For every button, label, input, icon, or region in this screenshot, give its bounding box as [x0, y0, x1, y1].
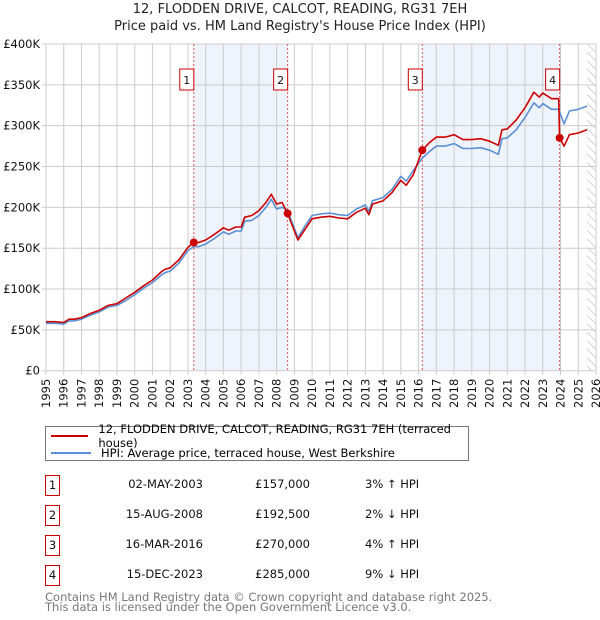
x-tick-label: 2011	[323, 379, 337, 408]
sale-label-box: 3	[407, 68, 423, 91]
price-chart: 1995 1996 1997 1998 1999 2000 2001 2002 2003 2004…	[3, 37, 600, 408]
y-tick-label: £50K	[11, 323, 41, 337]
sale-price: £192,500	[255, 507, 310, 521]
x-tick-label: 2021	[500, 379, 514, 408]
x-tick-label: 2013	[358, 379, 372, 408]
x-tick-label: 2014	[376, 379, 390, 408]
sale-hpi-diff: 4% ↑ HPI	[365, 537, 420, 551]
sale-label-border	[273, 68, 289, 91]
x-tick-label: 2023	[536, 379, 550, 408]
sale-label-number: 3	[412, 74, 419, 87]
x-tick-label: 2018	[447, 379, 461, 408]
x-tick-label: 2009	[287, 379, 301, 408]
x-tick-label: 1998	[92, 379, 106, 408]
x-tick-label: 2006	[234, 379, 248, 408]
x-tick-label: 2004	[199, 379, 213, 408]
sale-hpi-diff: 2% ↓ HPI	[365, 507, 420, 521]
sale-number-badge: 4	[45, 565, 60, 586]
sale-date: 15-DEC-2023	[126, 567, 203, 581]
price-paid-series-line	[46, 91, 588, 324]
sale-label-border	[545, 68, 561, 91]
legend-item-hpi: HPI: Average price, terraced house, West…	[51, 445, 395, 461]
x-tick-label: 2005	[216, 379, 230, 408]
sale-label-box: 2	[273, 68, 289, 91]
sale-number-badge: 3	[45, 535, 60, 556]
y-tick-label: £0	[25, 364, 40, 378]
sale-label-number: 1	[183, 74, 190, 87]
sale-label-number: 2	[277, 74, 284, 87]
x-tick-label: 2012	[341, 379, 355, 408]
sale-price: £285,000	[255, 567, 310, 581]
sale-hpi-diff: 3% ↑ HPI	[365, 477, 420, 491]
y-tick-label: £200K	[3, 200, 40, 214]
x-tick-label: 2008	[270, 379, 284, 408]
x-tick-label: 2016	[412, 379, 426, 408]
sale-label-number: 4	[549, 74, 556, 87]
x-tick-label: 2022	[518, 379, 532, 408]
sale-hpi-diff: 9% ↓ HPI	[365, 567, 420, 581]
y-tick-label: £350K	[3, 78, 40, 92]
y-tick-label: £400K	[3, 37, 40, 51]
x-tick-label: 1995	[39, 379, 53, 408]
sale-number-badge: 1	[45, 475, 60, 496]
sale-point	[189, 238, 198, 247]
y-tick-label: £250K	[3, 160, 40, 174]
legend-item-property: 12, FLODDEN DRIVE, CALCOT, READING, RG31…	[51, 422, 468, 450]
x-tick-label: 2000	[128, 379, 142, 408]
sale-label-box: 1	[179, 68, 195, 91]
sale-label-border	[179, 68, 195, 91]
chart-title: 12, FLODDEN DRIVE, CALCOT, READING, RG31…	[132, 2, 468, 17]
sale-point	[418, 146, 427, 155]
x-tick-label: 2007	[252, 379, 266, 408]
x-tick-label: 2003	[181, 379, 195, 408]
x-tick-label: 1996	[57, 379, 71, 408]
sale-point	[555, 133, 564, 142]
sale-label-box: 4	[545, 68, 561, 91]
x-tick-label: 1999	[110, 379, 124, 408]
x-tick-label: 2024	[554, 379, 568, 408]
sale-date: 16-MAR-2016	[125, 537, 203, 551]
y-tick-label: £300K	[3, 119, 40, 133]
footer-licence: This data is licensed under the Open Gov…	[45, 600, 412, 614]
legend-swatch-blue	[51, 452, 91, 454]
x-tick-label: 2019	[465, 379, 479, 408]
footer-copyright: Contains HM Land Registry data © Crown c…	[45, 590, 493, 604]
sale-price: £157,000	[255, 477, 310, 491]
sale-date: 02-MAY-2003	[128, 477, 203, 491]
x-tick-label: 2002	[163, 379, 177, 408]
x-tick-label: 2001	[145, 379, 159, 408]
x-tick-label: 1997	[74, 379, 88, 408]
sale-price: £270,000	[255, 537, 310, 551]
legend: 12, FLODDEN DRIVE, CALCOT, READING, RG31…	[45, 422, 469, 461]
legend-label: 12, FLODDEN DRIVE, CALCOT, READING, RG31…	[98, 422, 451, 450]
chart-subtitle: Price paid vs. HM Land Registry's House …	[114, 19, 486, 34]
x-tick-label: 2025	[571, 379, 585, 408]
hpi-series-line	[46, 102, 588, 325]
x-tick-label: 2026	[589, 379, 600, 408]
y-tick-label: £150K	[3, 241, 40, 255]
y-tick-label: £100K	[3, 282, 40, 296]
sale-date: 15-AUG-2008	[125, 507, 203, 521]
sale-number-badge: 2	[45, 505, 60, 526]
legend-swatch-red	[51, 435, 89, 437]
x-tick-label: 2020	[483, 379, 497, 408]
legend-label: HPI: Average price, terraced house, West…	[101, 446, 395, 460]
sale-point	[283, 209, 292, 218]
sale-label-border	[407, 68, 423, 91]
x-tick-label: 2010	[305, 379, 319, 408]
x-tick-label: 2015	[394, 379, 408, 408]
x-tick-label: 2017	[429, 379, 443, 408]
